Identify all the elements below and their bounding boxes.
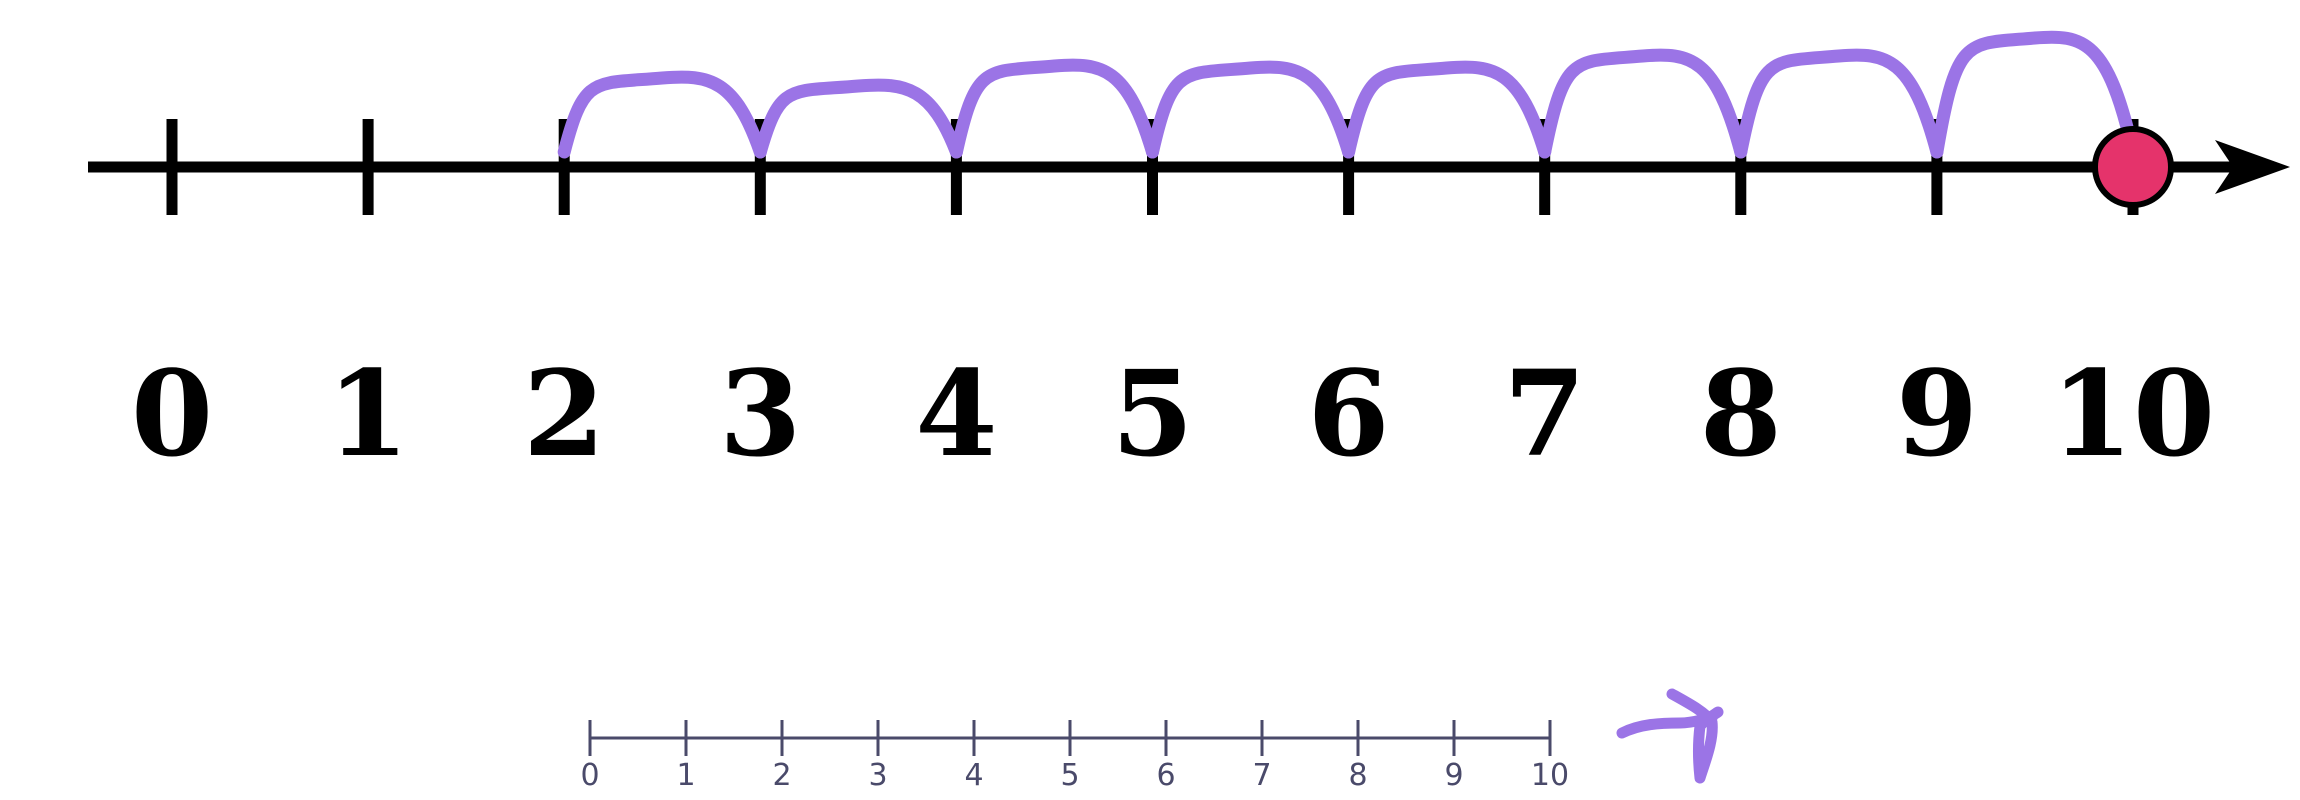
main-number-line: 0 1 2 3 4 5 6 7 8 9 10 — [88, 119, 2290, 483]
mini-tick-label: 0 — [580, 758, 599, 793]
main-tick-label: 5 — [1111, 344, 1193, 483]
mini-tick-label: 6 — [1156, 758, 1175, 793]
hop-arc — [1342, 60, 1552, 159]
main-tick-label: 7 — [1504, 344, 1586, 483]
main-tick-label: 0 — [131, 344, 213, 483]
end-point-marker — [2092, 126, 2174, 208]
mini-tick-label: 5 — [1060, 758, 1079, 793]
main-tick-label: 6 — [1308, 344, 1390, 483]
main-tick-label: 4 — [915, 344, 997, 483]
main-tick-label: 10 — [2051, 344, 2215, 483]
hop-arc — [1146, 60, 1356, 159]
hop-arc — [949, 58, 1159, 159]
main-tick-label: 8 — [1700, 344, 1782, 483]
main-tick-label: 3 — [719, 344, 801, 483]
main-tick-label: 9 — [1896, 344, 1978, 483]
mini-tick-label: 7 — [1252, 758, 1271, 793]
main-tick-label: 2 — [523, 344, 605, 483]
hop-arc — [557, 70, 767, 159]
hop-arcs — [557, 30, 2140, 159]
hop-arc — [753, 78, 963, 159]
hop-arc — [1734, 48, 1944, 159]
mini-tick-label: 10 — [1531, 758, 1569, 793]
mini-tick-label: 9 — [1444, 758, 1463, 793]
mini-tick-label: 1 — [676, 758, 695, 793]
main-tick-label: 1 — [327, 344, 409, 483]
hop-arc — [1538, 48, 1748, 159]
arrow-right-icon — [2215, 140, 2290, 194]
mini-tick-label: 8 — [1348, 758, 1367, 793]
mini-tick-label: 2 — [772, 758, 791, 793]
hop-arc — [1930, 30, 2140, 159]
hand-drawn-arrow-icon — [1616, 688, 1724, 784]
mini-tick-label: 3 — [868, 758, 887, 793]
mini-tick-label: 4 — [964, 758, 983, 793]
mini-number-line: 0 1 2 3 4 5 6 7 8 9 10 — [580, 720, 1569, 793]
